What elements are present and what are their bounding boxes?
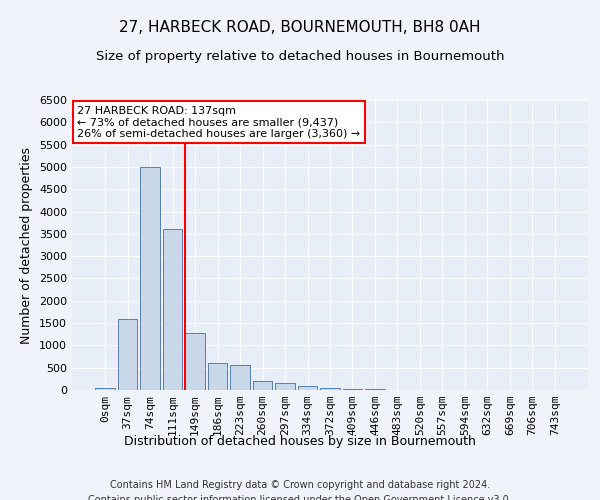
Text: Contains public sector information licensed under the Open Government Licence v3: Contains public sector information licen… (88, 495, 512, 500)
Bar (343, 389, 362, 390)
Text: 27 HARBECK ROAD: 137sqm
← 73% of detached houses are smaller (9,437)
26% of semi: 27 HARBECK ROAD: 137sqm ← 73% of detache… (77, 106, 361, 139)
Y-axis label: Number of detached properties: Number of detached properties (20, 146, 34, 344)
Bar (185, 333, 205, 390)
Text: Distribution of detached houses by size in Bournemouth: Distribution of detached houses by size … (124, 435, 476, 448)
Bar (253, 381, 272, 390)
Bar (320, 388, 340, 390)
Bar (208, 363, 227, 390)
Bar (230, 365, 250, 390)
Text: Contains HM Land Registry data © Crown copyright and database right 2024.: Contains HM Land Registry data © Crown c… (110, 480, 490, 490)
Bar (298, 386, 317, 390)
Bar (365, 389, 385, 390)
Bar (275, 384, 295, 390)
Bar (140, 167, 160, 390)
Bar (95, 388, 115, 390)
Text: 27, HARBECK ROAD, BOURNEMOUTH, BH8 0AH: 27, HARBECK ROAD, BOURNEMOUTH, BH8 0AH (119, 20, 481, 35)
Text: Size of property relative to detached houses in Bournemouth: Size of property relative to detached ho… (96, 50, 504, 63)
Bar (118, 318, 137, 390)
Bar (163, 230, 182, 390)
